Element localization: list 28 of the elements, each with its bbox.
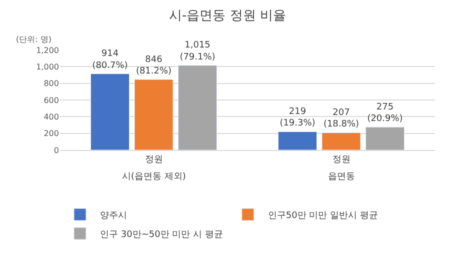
bar [366, 126, 404, 150]
y-tick-label: 1,200 [36, 46, 59, 55]
data-label: 207 (18.8%) [323, 108, 360, 130]
text: 시(읍면동 제외) [122, 172, 186, 182]
chart-title: 시-읍면동 정원 비율 [169, 8, 286, 24]
bar [134, 79, 174, 150]
x-tick-label: 정원 [332, 154, 350, 165]
data-label: 275 (20.9%) [367, 102, 403, 124]
y-tick-label: 600 [44, 96, 59, 105]
data-label: 219 (19.3%) [280, 107, 316, 129]
bar [178, 65, 217, 150]
y-tick-label: 400 [44, 112, 59, 122]
y-tick-label: 0 [54, 146, 59, 155]
bar [322, 132, 361, 150]
data-label: 846 (81.2%) [136, 54, 172, 76]
text: 읍면동 [328, 172, 355, 182]
bar [278, 132, 317, 150]
legend-label: 인구50만 미만 일반시 평균 [268, 211, 378, 222]
y-tick-label: 1,000 [36, 62, 59, 72]
bar [90, 74, 130, 150]
data-label: 1,015 (79.1%) [180, 40, 216, 62]
data-label: 914 (80.7%) [92, 49, 128, 71]
y-axis-title: (단위: 명) [16, 35, 52, 44]
legend-label: 양주시 [100, 211, 127, 222]
x-tick-label: 정원 [144, 154, 163, 165]
y-tick-label: 800 [44, 79, 59, 88]
y-tick-label: 200 [44, 129, 59, 138]
legend-label: 인구 30만~50만 미만 시 평균 [100, 230, 223, 240]
